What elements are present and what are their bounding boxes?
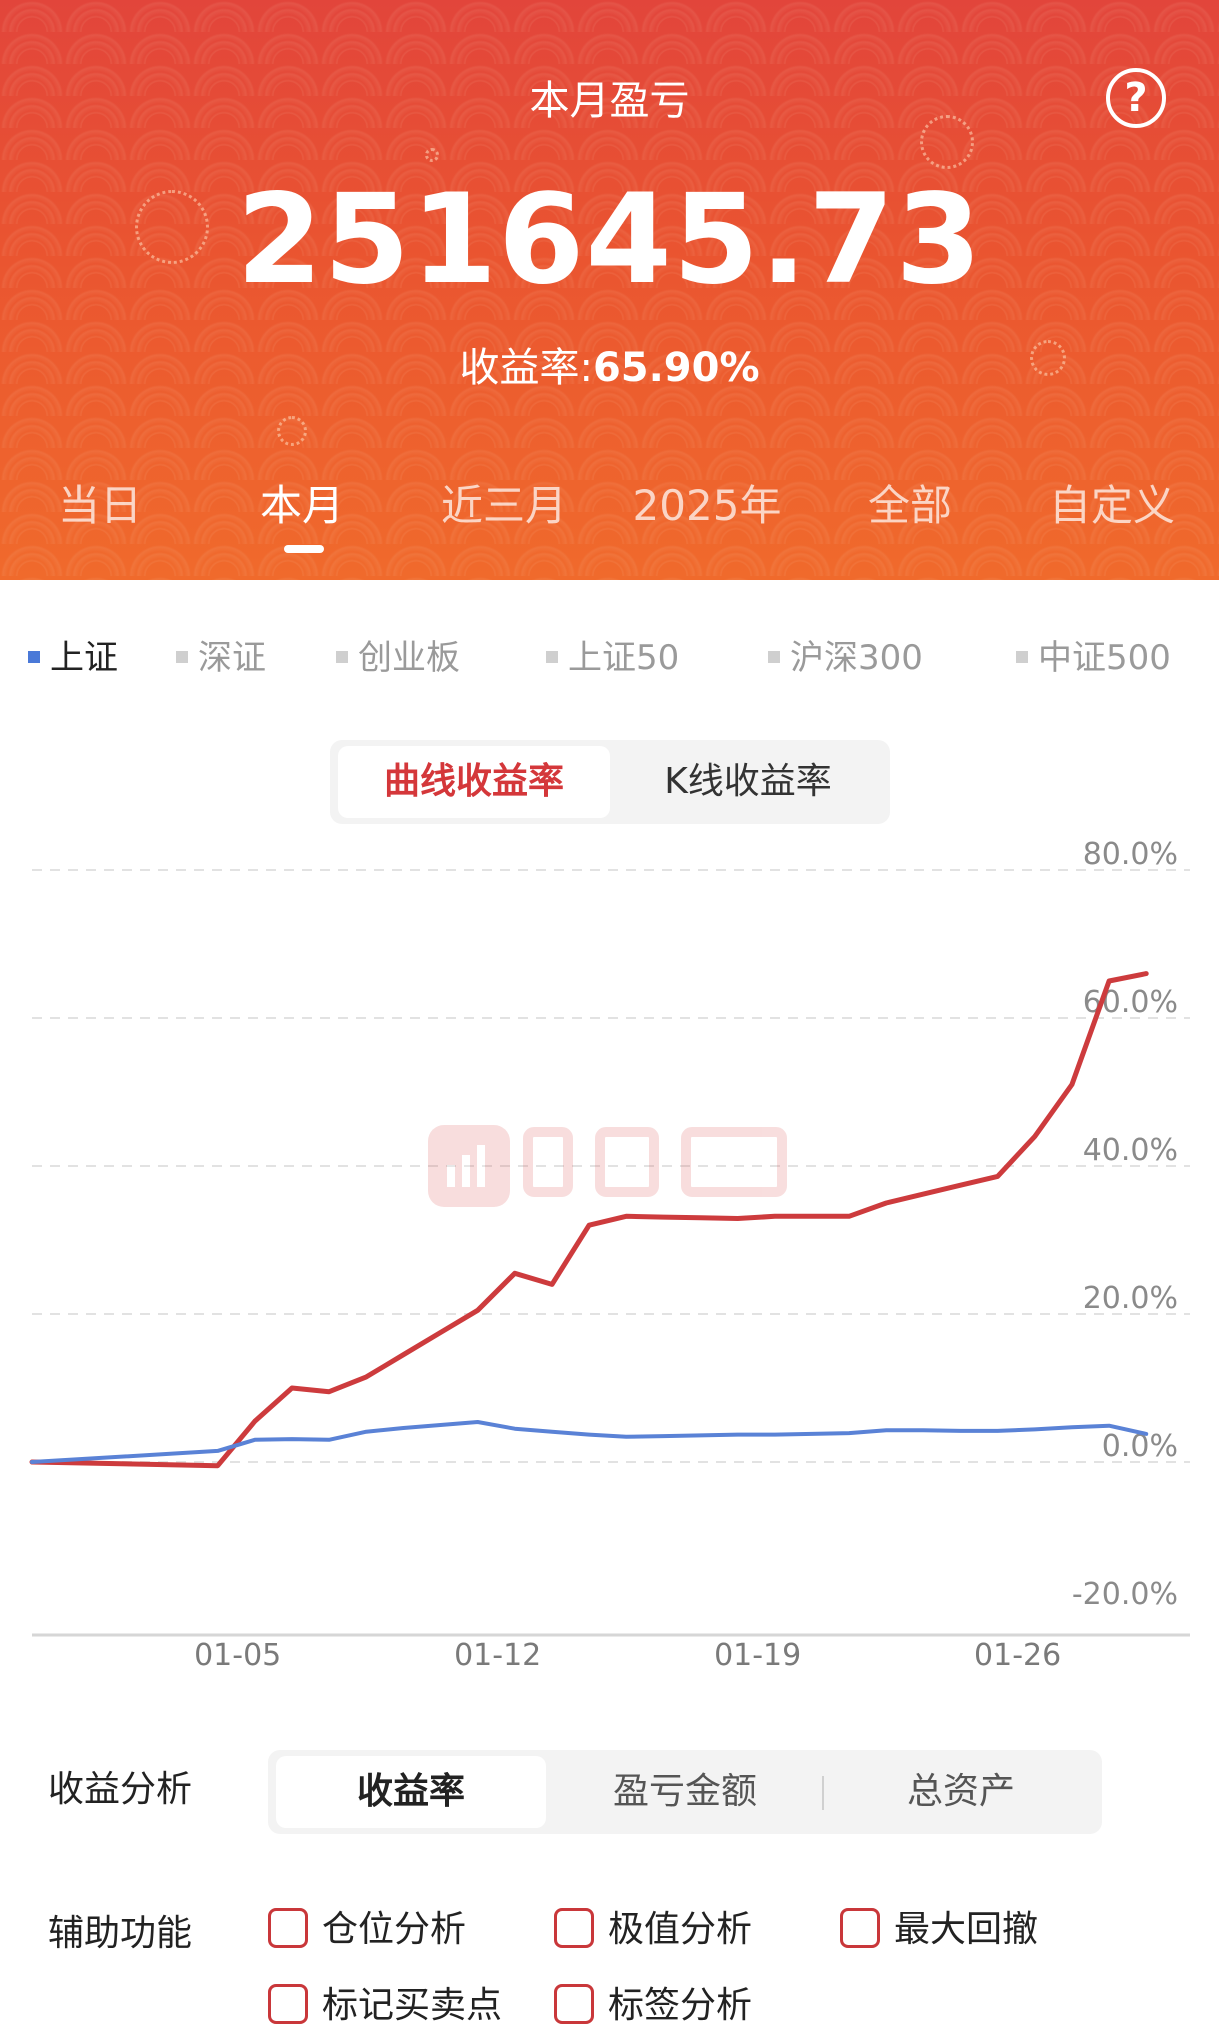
chart-mode-toggle: 曲线收益率 K线收益率	[330, 740, 890, 824]
return-chart: 80.0%60.0%40.0%20.0%0.0%-20.0% 01-05 01-1…	[29, 837, 1190, 1673]
index-line	[30, 1420, 1149, 1464]
chart-grid	[32, 869, 1190, 1637]
wave-pattern	[0, 0, 1219, 580]
firework-decoration	[425, 148, 439, 162]
tab-year-2025[interactable]: 2025年	[632, 481, 782, 530]
index-selector: 上证 深证 创业板 上证50 沪深300 中证500	[0, 630, 1219, 680]
segment-divider	[822, 1776, 824, 1810]
help-icon[interactable]: ?	[1106, 68, 1166, 128]
legend-square-icon	[176, 650, 188, 663]
watermark-candle	[447, 1165, 455, 1187]
kline-rate-button[interactable]: K线收益率	[664, 761, 832, 802]
checkbox-max-drawdown[interactable]: 最大回撤	[840, 1900, 1038, 1952]
legend-square-icon	[1016, 650, 1028, 663]
tab-three-months[interactable]: 近三月	[440, 481, 568, 530]
y-tick-label: 80.0%	[1083, 837, 1178, 872]
checkbox-icon	[268, 1984, 308, 2024]
checkbox-position-analysis[interactable]: 仓位分析	[268, 1900, 466, 1952]
x-tick-label: 01-19	[714, 1638, 801, 1673]
x-tick-label: 01-12	[454, 1638, 541, 1673]
y-tick-label: 40.0%	[1083, 1133, 1178, 1168]
header-banner: 本月盈亏 ? 251645.73 收益率:65.90% 当日 本月 近三月 20…	[0, 0, 1219, 580]
firework-decoration	[277, 416, 307, 446]
index-hs300[interactable]: 沪深300	[768, 630, 923, 679]
legend-square-icon	[768, 650, 780, 663]
index-cyb[interactable]: 创业板	[336, 630, 460, 679]
watermark-logo	[428, 1125, 787, 1207]
watermark-candle	[477, 1145, 485, 1187]
tab-all[interactable]: 全部	[867, 481, 953, 530]
checkbox-icon	[554, 1984, 594, 2024]
return-rate: 收益率:65.90%	[0, 335, 1219, 393]
tab-today[interactable]: 当日	[57, 481, 143, 530]
firework-decoration	[920, 115, 974, 169]
watermark-logo-mark	[428, 1125, 510, 1207]
firework-decoration	[135, 190, 209, 264]
checkbox-icon	[554, 1908, 594, 1948]
analysis-toggle: 收益率 盈亏金额 总资产	[268, 1750, 1102, 1834]
firework-decoration	[1030, 340, 1066, 376]
watermark-candle	[462, 1155, 470, 1187]
chart-lines	[29, 971, 1149, 1469]
aux-label: 辅助功能	[48, 1913, 193, 1954]
return-rate-label: 收益率:	[459, 345, 593, 391]
analysis-rate-button[interactable]: 收益率	[276, 1756, 546, 1828]
period-tabs: 当日 本月 近三月 2025年 全部 自定义	[0, 472, 1219, 542]
index-sz50[interactable]: 上证50	[546, 630, 679, 679]
legend-square-icon	[336, 650, 348, 663]
x-tick-label: 01-05	[194, 1638, 281, 1673]
y-tick-label: 0.0%	[1102, 1429, 1178, 1464]
analysis-assets-button[interactable]: 总资产	[906, 1771, 1015, 1812]
x-tick-label: 01-26	[974, 1638, 1061, 1673]
return-rate-value: 65.90%	[592, 345, 760, 391]
checkbox-trade-points[interactable]: 标记买卖点	[268, 1976, 502, 2028]
checkbox-extreme-analysis[interactable]: 极值分析	[554, 1900, 752, 1952]
active-tab-indicator	[284, 545, 324, 553]
x-axis-labels: 01-05 01-12 01-19 01-26	[194, 1638, 1061, 1673]
watermark-glyph	[595, 1127, 659, 1197]
page-title: 本月盈亏	[529, 78, 690, 124]
y-tick-label: 20.0%	[1083, 1281, 1178, 1316]
watermark-glyph	[523, 1127, 573, 1197]
index-zz500[interactable]: 中证500	[1016, 630, 1171, 679]
y-axis-labels: 80.0%60.0%40.0%20.0%0.0%-20.0%	[1072, 837, 1178, 1612]
profit-amount: 251645.73	[236, 168, 983, 312]
portfolio-line	[29, 971, 1149, 1469]
legend-square-icon	[546, 650, 558, 663]
checkbox-icon	[840, 1908, 880, 1948]
checkbox-tag-analysis[interactable]: 标签分析	[554, 1976, 752, 2028]
tab-this-month[interactable]: 本月	[259, 481, 345, 530]
index-sh[interactable]: 上证	[28, 630, 118, 679]
analysis-label: 收益分析	[48, 1769, 193, 1810]
curve-rate-button[interactable]: 曲线收益率	[338, 746, 610, 818]
watermark-glyph	[681, 1127, 787, 1197]
index-sz[interactable]: 深证	[176, 630, 266, 679]
analysis-pnl-button[interactable]: 盈亏金额	[612, 1771, 757, 1812]
checkbox-icon	[268, 1908, 308, 1948]
legend-square-icon	[28, 650, 40, 663]
y-tick-label: -20.0%	[1072, 1577, 1178, 1612]
tab-custom[interactable]: 自定义	[1048, 481, 1176, 530]
